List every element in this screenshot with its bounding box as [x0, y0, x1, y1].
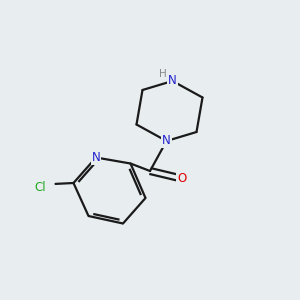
Text: O: O — [177, 172, 186, 185]
Text: N: N — [162, 134, 171, 148]
Text: N: N — [92, 151, 100, 164]
Text: Cl: Cl — [35, 181, 46, 194]
Text: H: H — [159, 69, 167, 80]
Text: N: N — [168, 74, 177, 88]
